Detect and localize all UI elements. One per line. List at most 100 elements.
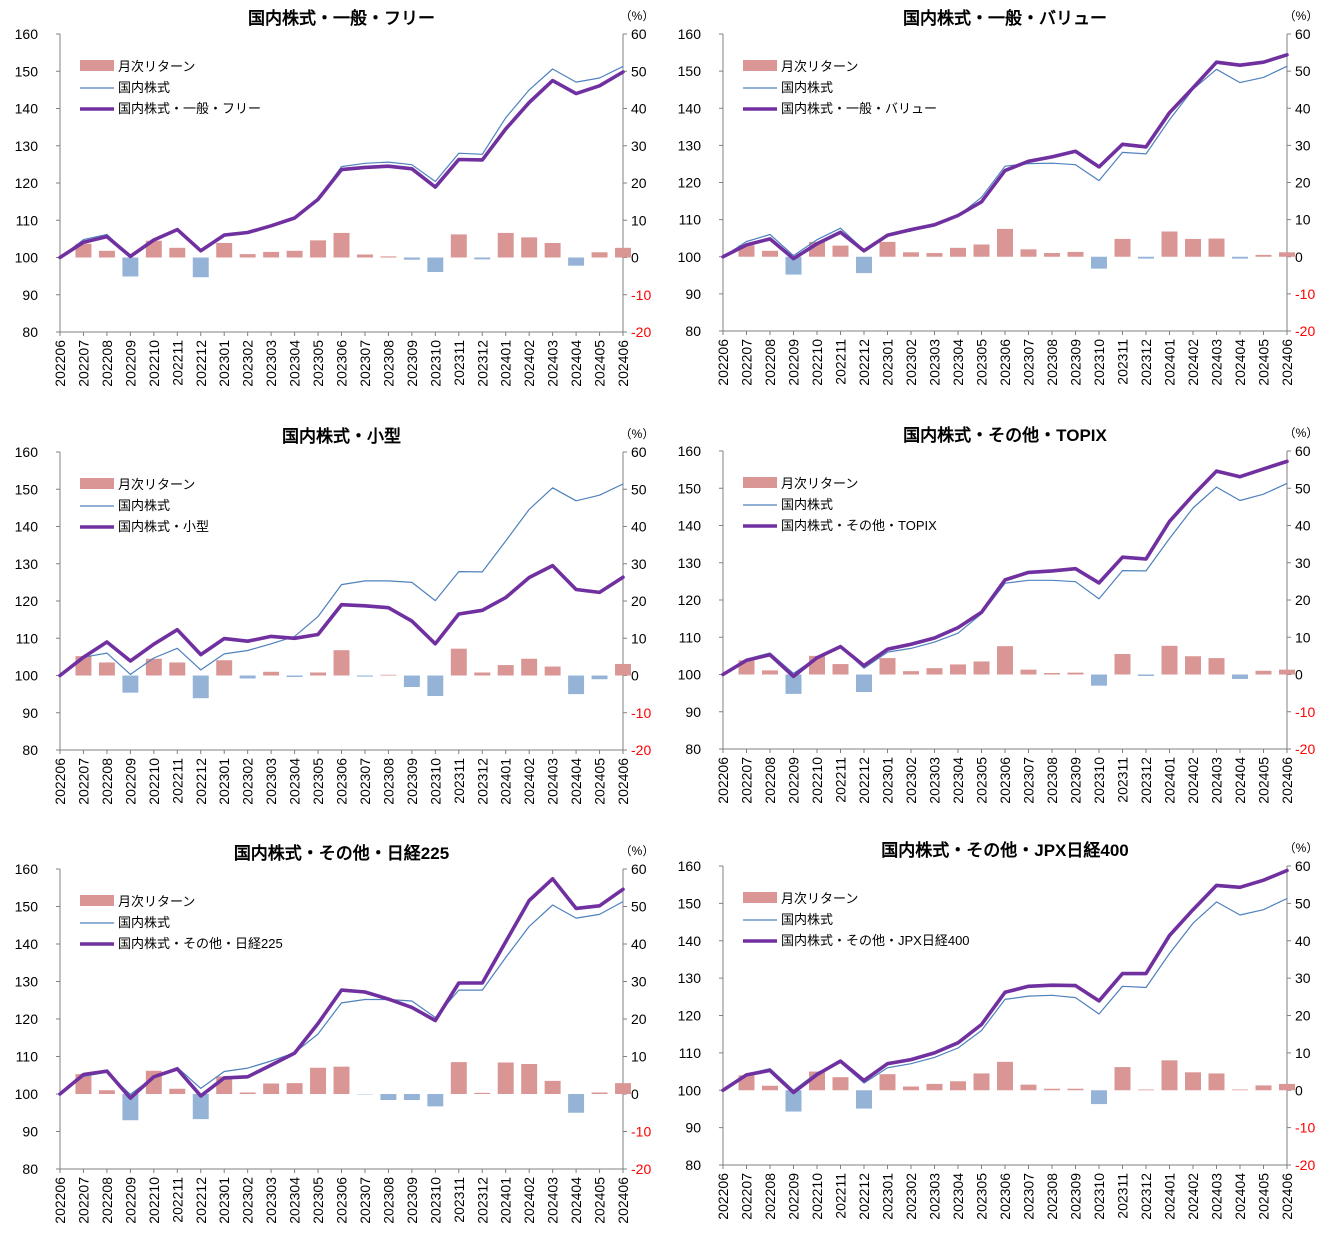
bar-monthly-return [122, 257, 139, 277]
bar-monthly-return [403, 1094, 420, 1100]
right-axis-unit: （%） [620, 427, 655, 441]
series-line-fund [58, 70, 625, 260]
left-tick-label: 80 [685, 323, 701, 339]
x-tick-label: 202405 [592, 340, 608, 387]
x-tick-label: 202212 [856, 339, 872, 386]
x-tick-label: 202206 [52, 340, 68, 387]
x-tick-label: 202311 [451, 340, 467, 386]
bar-monthly-return [1044, 673, 1060, 675]
bar-monthly-return [239, 675, 256, 679]
legend-swatch-bar [80, 60, 114, 71]
bar-monthly-return [1161, 1060, 1178, 1091]
bar-monthly-return [926, 253, 943, 257]
bar-monthly-return [568, 257, 585, 266]
x-tick-label: 202306 [334, 340, 350, 387]
bar-monthly-return [122, 675, 139, 693]
bar-monthly-return [192, 257, 209, 278]
x-tick-label: 202302 [903, 339, 919, 386]
right-tick-label: -10 [631, 287, 651, 303]
right-tick-label: -20 [1295, 1157, 1315, 1173]
left-tick-label: 110 [679, 212, 702, 228]
x-tick-label: 202209 [122, 758, 138, 805]
x-tick-label: 202307 [1021, 339, 1037, 386]
left-tick-label: 140 [15, 101, 39, 117]
bar-monthly-return [973, 661, 990, 675]
bar-monthly-return [497, 1062, 514, 1094]
right-tick-label: 30 [631, 974, 647, 990]
x-tick-label: 202405 [1256, 339, 1272, 386]
x-tick-label: 202307 [1021, 757, 1037, 804]
x-tick-label: 202311 [451, 758, 467, 804]
left-tick-label: 110 [679, 1045, 702, 1061]
bar-monthly-return [785, 674, 802, 694]
bar-monthly-return [762, 1085, 778, 1091]
x-tick-label: 202308 [380, 1177, 396, 1224]
x-tick-label: 202403 [545, 1177, 561, 1224]
bar-monthly-return [450, 234, 467, 258]
bar-monthly-return [591, 252, 608, 258]
x-tick-label: 202309 [1068, 757, 1084, 804]
series-line-benchmark [59, 483, 624, 677]
x-tick-label: 202303 [263, 1177, 279, 1224]
bar-monthly-return [1208, 1073, 1225, 1091]
x-tick-label: 202301 [216, 340, 232, 387]
right-tick-label: 0 [631, 1086, 639, 1102]
bar-monthly-return [832, 1077, 849, 1091]
x-tick-label: 202208 [99, 340, 115, 387]
x-tick-label: 202306 [997, 757, 1013, 804]
x-tick-label: 202401 [498, 1177, 514, 1224]
bar-monthly-return [333, 1066, 350, 1094]
right-tick-label: 20 [1295, 175, 1311, 191]
x-tick-label: 202308 [1044, 757, 1060, 804]
bar-monthly-return [192, 1094, 209, 1120]
left-tick-label: 90 [685, 286, 701, 302]
series-line-fund [58, 563, 625, 678]
x-tick-label: 202310 [1091, 757, 1107, 804]
bar-monthly-return [521, 658, 538, 676]
legend-label: 月次リターン [118, 477, 195, 492]
right-tick-label: -10 [1295, 704, 1315, 720]
bar-monthly-return [1208, 658, 1225, 675]
right-tick-label: 30 [631, 138, 647, 154]
bar-monthly-return [1255, 254, 1272, 257]
right-tick-label: 10 [631, 630, 647, 646]
bar-monthly-return [403, 257, 420, 260]
x-tick-label: 202307 [357, 1177, 373, 1224]
bar-monthly-return [1114, 654, 1131, 675]
x-tick-label: 202308 [380, 758, 396, 805]
series-line-fund [58, 876, 625, 1100]
bar-monthly-return [1020, 249, 1037, 257]
bar-monthly-return [98, 1090, 115, 1094]
x-tick-label: 202311 [1115, 339, 1131, 385]
bar-monthly-return [1067, 251, 1084, 257]
bar-monthly-return [497, 232, 514, 258]
right-tick-label: 60 [1295, 858, 1311, 874]
x-tick-label: 202312 [1138, 339, 1154, 386]
x-tick-label: 202301 [216, 758, 232, 805]
x-tick-label: 202312 [474, 340, 490, 387]
x-tick-label: 202401 [498, 340, 514, 387]
x-tick-label: 202208 [762, 1173, 778, 1220]
bar-monthly-return [1208, 238, 1225, 257]
series-line-fund [721, 868, 1289, 1095]
right-tick-label: 50 [631, 899, 647, 915]
right-tick-label: 10 [1295, 629, 1311, 645]
left-tick-label: 120 [678, 175, 702, 191]
left-tick-label: 140 [15, 936, 39, 952]
right-tick-label: 60 [1295, 443, 1311, 459]
left-tick-label: 150 [15, 63, 39, 79]
series-line-benchmark [59, 900, 624, 1096]
left-tick-label: 130 [678, 970, 702, 986]
x-tick-label: 202309 [404, 340, 420, 387]
legend-label: 月次リターン [781, 891, 858, 906]
x-tick-label: 202404 [1232, 339, 1248, 386]
bar-monthly-return [286, 1083, 303, 1094]
x-tick-label: 202207 [739, 757, 755, 804]
x-tick-label: 202206 [715, 339, 731, 386]
x-tick-label: 202306 [997, 1173, 1013, 1220]
left-tick-label: 100 [678, 667, 702, 683]
bar-monthly-return [1232, 674, 1248, 679]
legend-label: 国内株式・その他・TOPIX [781, 518, 937, 533]
bar-monthly-return [333, 650, 350, 676]
bar-monthly-return [1044, 253, 1060, 257]
